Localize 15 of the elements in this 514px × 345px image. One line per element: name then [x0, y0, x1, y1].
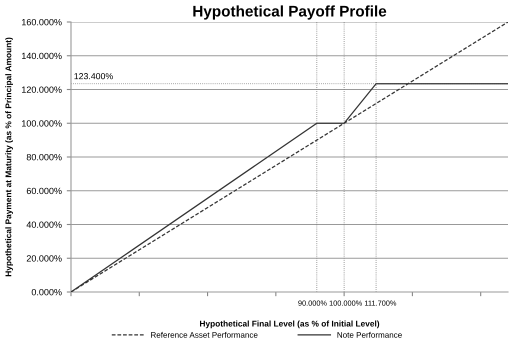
ref-line-label: 123.400% — [74, 73, 113, 80]
y-tick-label: 140.000% — [22, 52, 62, 60]
y-tick-label: 80.000% — [26, 154, 62, 160]
chart-title: Hypothetical Payoff Profile — [193, 5, 386, 20]
legend-label: Note Performance — [338, 332, 402, 338]
legend-label: Reference Asset Performance — [151, 332, 258, 338]
y-tick-label: 100.000% — [22, 120, 62, 127]
y-tick-label: 60.000% — [26, 188, 62, 194]
y-tick-label: 120.000% — [22, 86, 62, 93]
y-tick-label: 160.000% — [22, 18, 62, 26]
y-axis-title: Hypothetical Payment at Maturity (as % of Principal Amount) — [5, 38, 13, 276]
y-tick-label: 0.000% — [32, 288, 62, 296]
x-axis-title: Hypothetical Final Level (as % of Initial Level) — [200, 320, 380, 328]
y-tick-label: 20.000% — [26, 255, 62, 262]
y-tick-label: 40.000% — [26, 221, 62, 228]
